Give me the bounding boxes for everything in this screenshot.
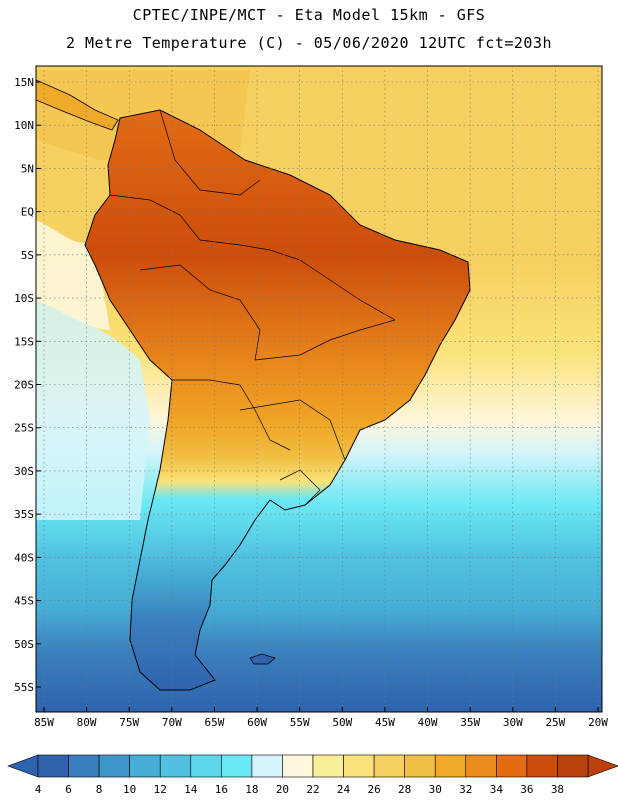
colorbar-label: 38 [551, 783, 564, 796]
colorbar-high-arrow [587, 754, 618, 778]
lon-tick-label: 35W [460, 716, 480, 729]
colorbar-segment [465, 754, 497, 778]
lon-tick-label: 20W [588, 716, 608, 729]
temperature-field [36, 66, 602, 712]
colorbar-segment [68, 754, 100, 778]
lon-tick-label: 30W [503, 716, 523, 729]
lat-tick-label: 35S [14, 508, 34, 521]
colorbar-label: 16 [215, 783, 228, 796]
lat-tick-label: 20S [14, 379, 34, 392]
colorbar-segment [404, 754, 436, 778]
colorbar: 4 6 8 10 12 14 16 18 20 22 24 26 28 30 32 34 36 38 [7, 754, 618, 796]
lon-tick-label: 25W [545, 716, 565, 729]
lat-tick-label: 5N [21, 162, 34, 175]
latitude-labels: 15N 10N 5N EQ 5S 10S 15S 20S 25S 30S 35S 40S 45S 50S 5… [14, 76, 34, 694]
lon-tick-label: 40W [418, 716, 438, 729]
lon-tick-label: 80W [77, 716, 97, 729]
graticule [36, 66, 602, 712]
colorbar-label: 32 [459, 783, 472, 796]
lat-tick-label: 10N [14, 119, 34, 132]
longitude-labels: 85W 80W 75W 70W 65W 60W 55W 50W 45W 40W 35W 30W 25W 2… [34, 716, 608, 729]
colorbar-segment [343, 754, 375, 778]
colorbar-label: 14 [184, 783, 198, 796]
lon-tick-label: 75W [119, 716, 139, 729]
colorbar-label: 8 [96, 783, 103, 796]
colorbar-label: 6 [65, 783, 72, 796]
map-frame [35, 65, 603, 713]
colorbar-segment [312, 754, 344, 778]
colorbar-label: 24 [337, 783, 351, 796]
lon-tick-label: 65W [205, 716, 225, 729]
colorbar-label: 30 [429, 783, 442, 796]
colorbar-segment [282, 754, 314, 778]
lat-tick-label: 50S [14, 638, 34, 651]
colorbar-segment [37, 754, 69, 778]
lon-tick-label: 85W [34, 716, 54, 729]
colorbar-segment [526, 754, 558, 778]
colorbar-segment [434, 754, 467, 778]
lat-tick-label: EQ [21, 206, 34, 219]
colorbar-label: 22 [306, 783, 319, 796]
colorbar-label: 36 [520, 783, 533, 796]
colorbar-label: 10 [123, 783, 136, 796]
lat-tick-label: 15S [14, 335, 34, 348]
colorbar-label: 12 [154, 783, 167, 796]
lat-tick-label: 45S [14, 595, 34, 608]
colorbar-label: 18 [245, 783, 258, 796]
colorbar-segment [251, 754, 283, 778]
lat-tick-label: 10S [14, 292, 34, 305]
colorbar-segment [557, 754, 589, 778]
lon-tick-label: 45W [375, 716, 395, 729]
title-line-1: CPTEC/INPE/MCT - Eta Model 15km - GFS [132, 6, 486, 24]
colorbar-segment [129, 754, 161, 778]
falkland-islands [249, 653, 276, 665]
colorbar-segment [373, 754, 405, 778]
pacific-cool-zone [36, 300, 150, 520]
colorbar-segment [190, 754, 222, 778]
colorbar-label: 4 [35, 783, 42, 796]
country-borders [109, 109, 396, 506]
lat-tick-label: 40S [14, 551, 34, 564]
lon-tick-label: 50W [332, 716, 352, 729]
lon-tick-label: 70W [162, 716, 182, 729]
colorbar-segment [496, 754, 528, 778]
colorbar-segment [98, 754, 130, 778]
colorbar-segment [159, 754, 192, 778]
colorbar-label: 34 [490, 783, 504, 796]
colorbar-label: 26 [367, 783, 380, 796]
colorbar-label: 28 [398, 783, 411, 796]
lat-tick-label: 30S [14, 465, 34, 478]
colorbar-low-arrow [7, 754, 39, 778]
lat-tick-label: 15N [14, 76, 34, 89]
lat-tick-label: 25S [14, 422, 34, 435]
lat-tick-label: 5S [21, 249, 34, 262]
colorbar-label: 20 [276, 783, 289, 796]
lon-tick-label: 55W [290, 716, 310, 729]
lon-tick-label: 60W [247, 716, 267, 729]
colorbar-segment [221, 754, 253, 778]
lat-tick-label: 55S [14, 681, 34, 694]
title-line-2: 2 Metre Temperature (C) - 05/06/2020 12U… [65, 34, 553, 52]
